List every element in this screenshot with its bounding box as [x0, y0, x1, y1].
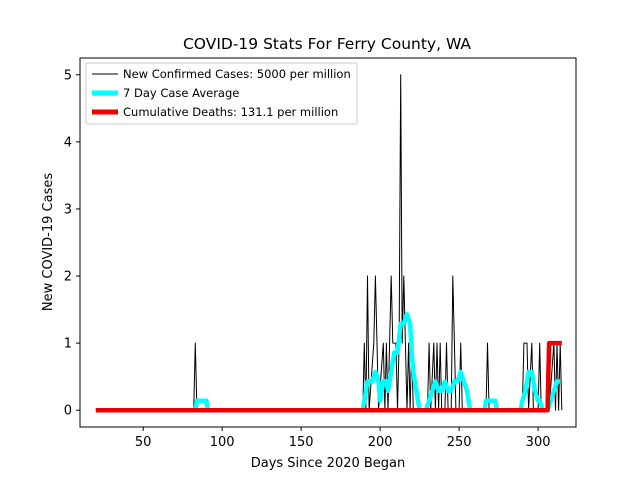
y-tick-label: 1	[64, 337, 72, 352]
y-tick-label: 2	[64, 270, 72, 285]
x-tick-label: 150	[289, 435, 314, 450]
x-tick-label: 50	[135, 435, 152, 450]
y-tick-label: 4	[64, 135, 72, 150]
x-axis-label: Days Since 2020 Began	[251, 456, 406, 471]
y-axis-label: New COVID-19 Cases	[41, 173, 56, 311]
y-tick-label: 3	[64, 202, 72, 217]
series-line-new-cases	[95, 74, 563, 411]
legend-label-new-cases: New Confirmed Cases: 5000 per million	[123, 67, 351, 81]
x-tick-label: 250	[447, 435, 472, 450]
x-tick-label: 300	[526, 435, 551, 450]
y-tick-label: 0	[64, 404, 72, 419]
legend-box	[85, 62, 358, 125]
legend-label-7-day-average: 7 Day Case Average	[123, 86, 239, 100]
y-tick-label: 5	[64, 68, 72, 83]
plot-area	[79, 57, 577, 428]
axis-ticks: 50 100 150 200 250 300 0 1 2 3 4 5	[64, 68, 551, 450]
legend-label-cumulative-deaths: Cumulative Deaths: 131.1 per million	[123, 105, 338, 119]
series-layer	[95, 74, 563, 413]
series-line-7-day-average	[95, 312, 561, 413]
x-tick-label: 100	[210, 435, 235, 450]
chart-title: COVID-19 Stats For Ferry County, WA	[183, 35, 471, 53]
x-tick-label: 200	[368, 435, 393, 450]
legend: New Confirmed Cases: 5000 per million 7 …	[85, 62, 358, 125]
series-line-cumulative-deaths	[95, 340, 562, 413]
